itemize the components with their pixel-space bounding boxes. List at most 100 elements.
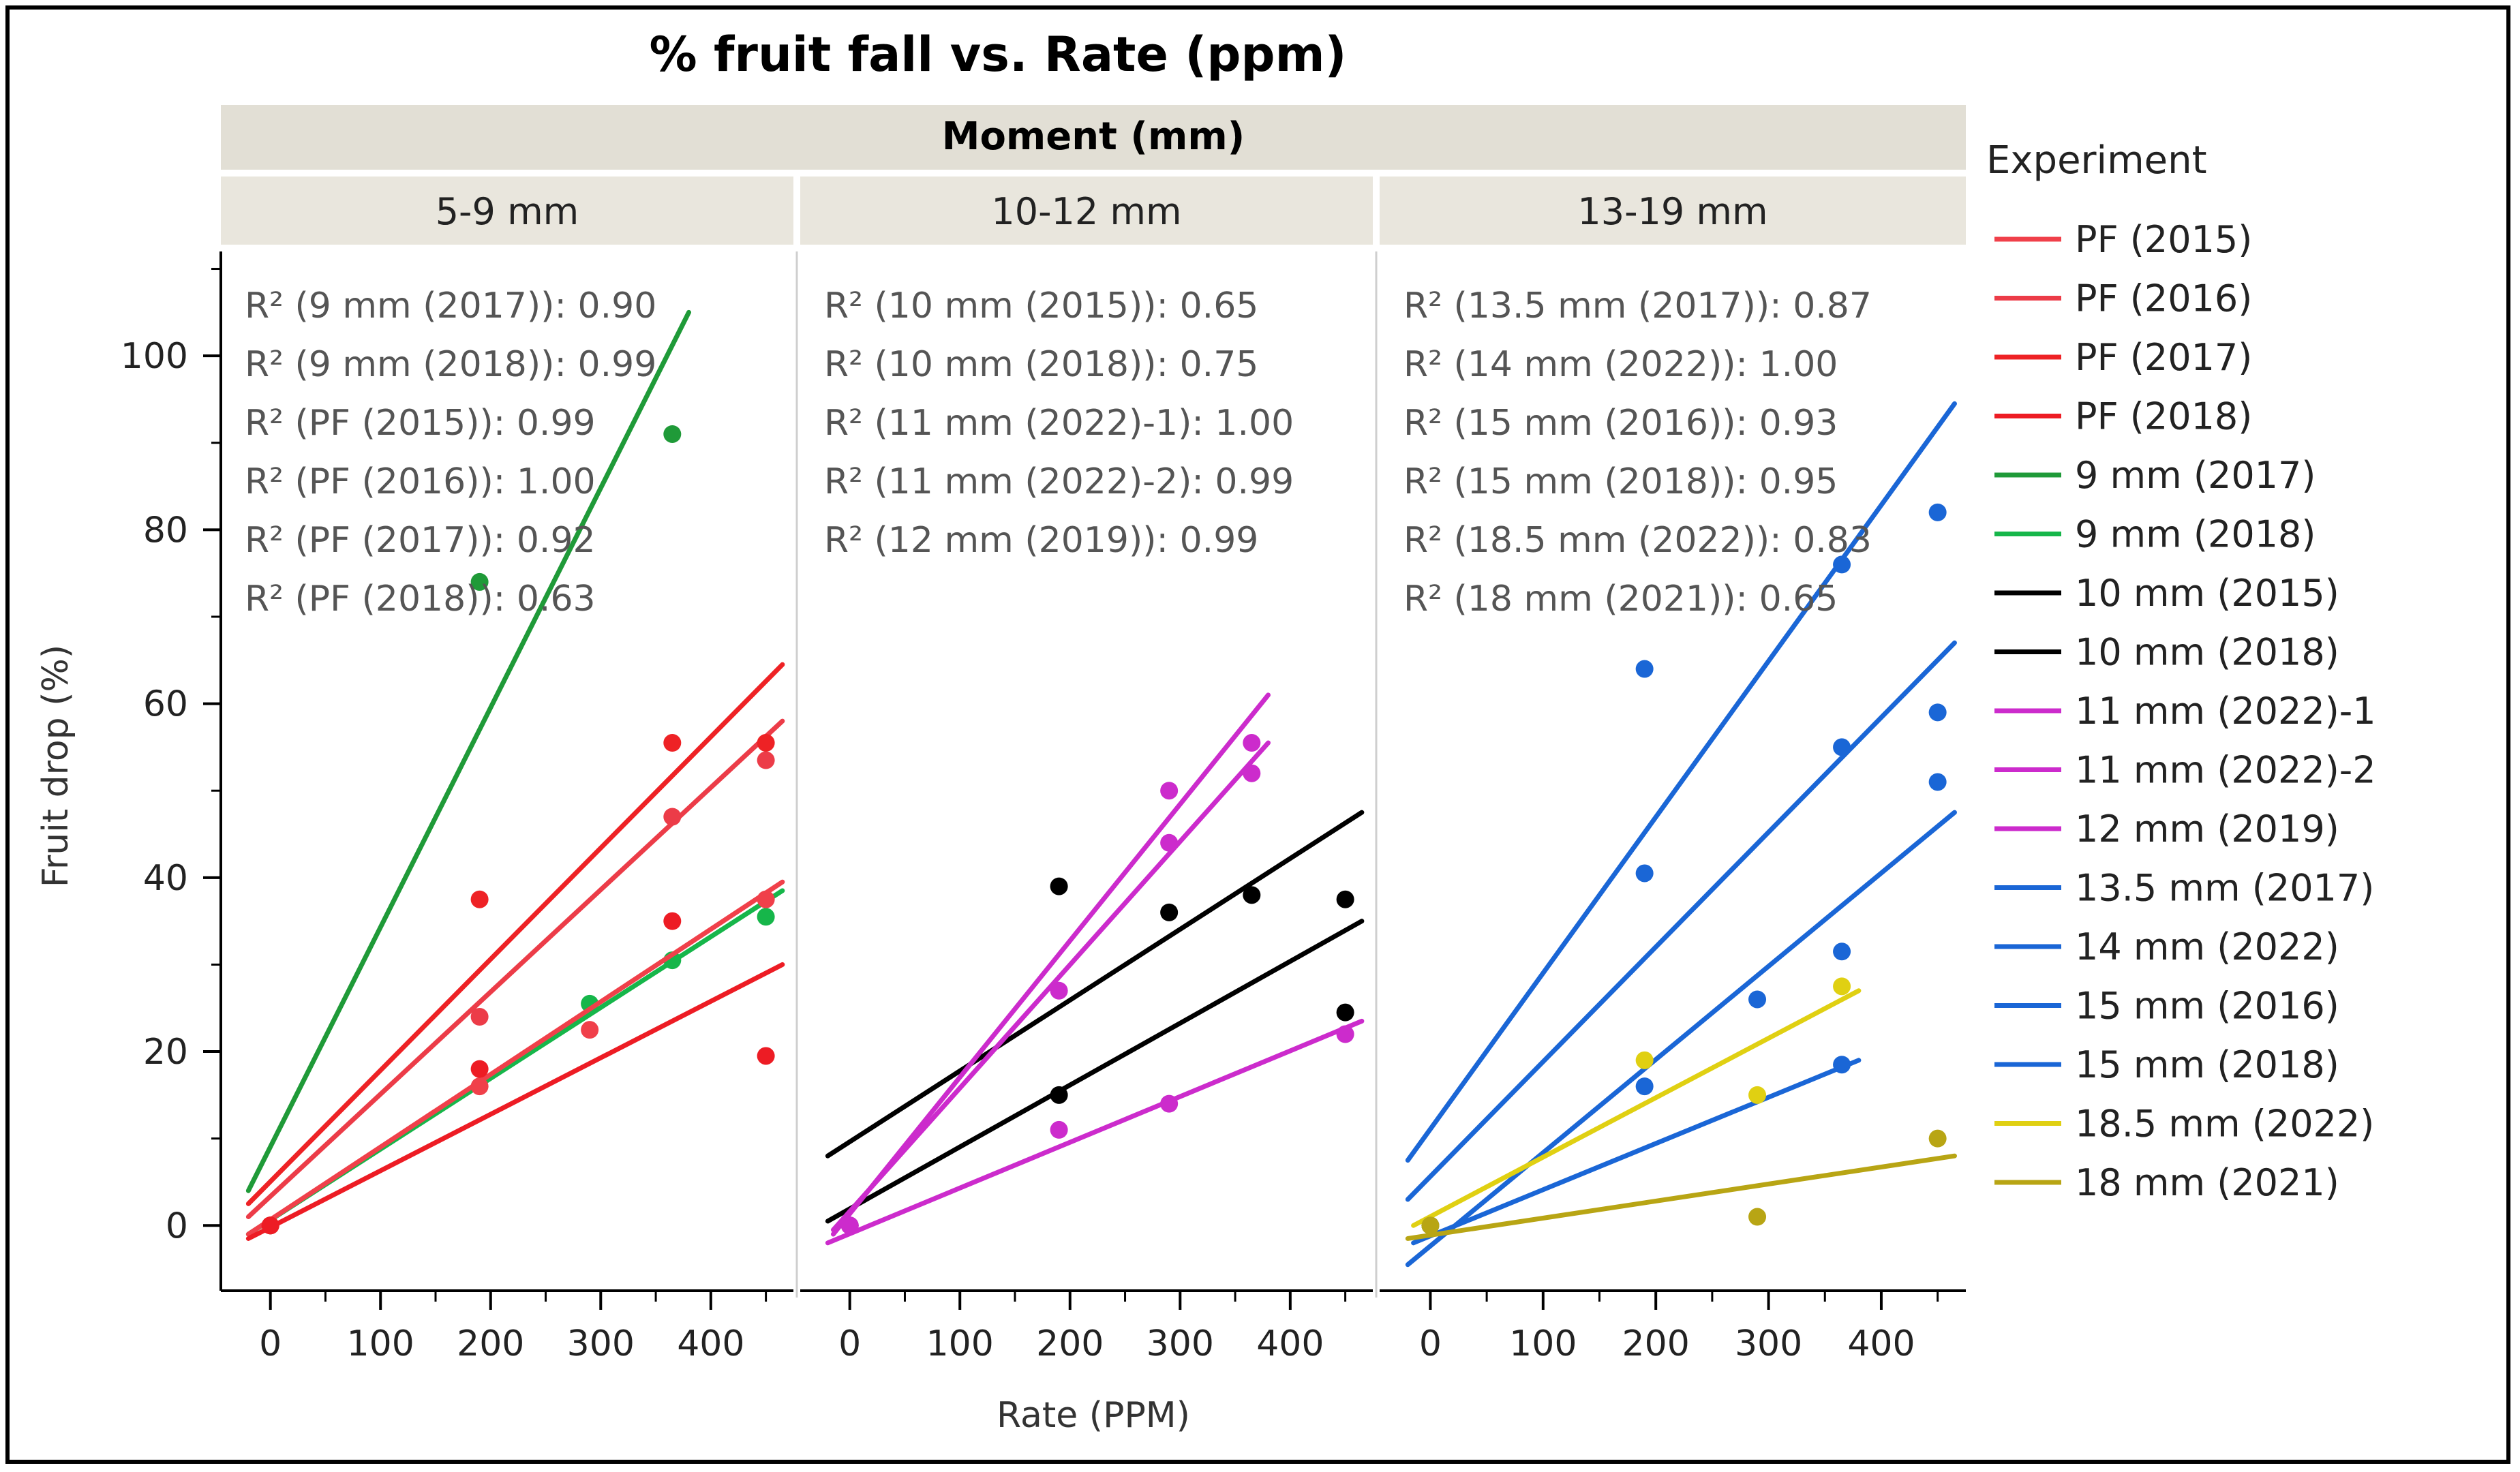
data-point [1833,555,1851,574]
data-point [1928,773,1947,791]
r2-annotation: R² (10 mm (2015)): 0.65 [824,286,1258,326]
x-axis-title: Rate (PPM) [997,1395,1190,1436]
data-point [470,1060,489,1078]
data-point [1833,1056,1851,1074]
x-tick-label: 400 [1256,1323,1324,1364]
data-point [1050,981,1068,1000]
r2-annotation: R² (9 mm (2018)): 0.99 [245,344,656,385]
data-point [1243,734,1261,752]
x-tick-label: 200 [457,1323,524,1364]
data-point [1160,903,1179,921]
data-point [261,1216,279,1235]
fit-line [245,662,785,1206]
y-tick-label: 20 [143,1032,188,1073]
data-point [1635,1051,1654,1069]
r2-annotation: R² (9 mm (2017)): 0.90 [245,286,656,326]
x-tick-label: 0 [259,1323,282,1364]
data-point [1928,703,1947,722]
fit-line [245,962,785,1241]
legend-label: 10 mm (2018) [2075,631,2339,674]
legend-label: PF (2018) [2075,395,2252,438]
legend-label: 13.5 mm (2017) [2075,867,2374,910]
data-point [470,572,489,591]
data-point [1160,833,1179,852]
legend-label: PF (2016) [2075,277,2252,320]
data-point [1050,1086,1068,1104]
panel-header-bg [1380,177,1966,245]
legend-label: 18 mm (2021) [2075,1161,2339,1204]
x-tick-label: 300 [1147,1323,1214,1364]
x-tick-label: 300 [567,1323,635,1364]
data-point [757,908,775,926]
r2-annotation: R² (11 mm (2022)-2): 0.99 [824,461,1294,502]
chart-frame: % fruit fall vs. Rate (ppm) Moment (mm) … [5,5,2510,1464]
legend-label: 9 mm (2018) [2075,513,2316,556]
panel-header-bg [221,177,793,245]
fit-line [1405,640,1957,1202]
y-tick-label: 0 [166,1206,188,1246]
data-point [1833,977,1851,996]
data-point [581,1021,599,1039]
data-point [1833,942,1851,961]
data-point [663,425,682,443]
r2-annotation: R² (15 mm (2018)): 0.95 [1403,461,1838,502]
data-point [757,890,775,908]
y-tick-label: 60 [143,684,188,725]
data-point [470,1077,489,1096]
data-point [1050,1120,1068,1139]
y-tick-label: 80 [143,510,188,551]
data-point [1748,1208,1767,1226]
data-point [1635,660,1654,678]
x-tick-label: 200 [1622,1323,1690,1364]
fit-line [825,810,1365,1159]
data-point [757,734,775,752]
fit-line [1411,988,1862,1228]
legend-label: 18.5 mm (2022) [2075,1103,2374,1146]
x-tick-label: 200 [1036,1323,1104,1364]
legend-title: Experiment [1986,138,2207,183]
x-tick-label: 400 [1847,1323,1915,1364]
legend-label: 15 mm (2016) [2075,985,2339,1028]
fit-line [830,692,1271,1237]
chart-svg: % fruit fall vs. Rate (ppm) Moment (mm) … [35,27,2376,1436]
x-tick-label: 0 [1419,1323,1442,1364]
data-point [470,890,489,908]
legend-label: 11 mm (2022)-1 [2075,690,2376,733]
r2-annotation: R² (12 mm (2019)): 0.99 [824,520,1258,561]
r2-annotation: R² (18 mm (2021)): 0.65 [1403,579,1838,619]
legend-label: PF (2015) [2075,218,2252,261]
y-axis-title: Fruit drop (%) [35,645,76,887]
data-point [1160,782,1179,800]
data-point [1928,503,1947,521]
data-point [1421,1216,1440,1235]
x-axis: 0 100 200 300 400 0 100 200 300 400 0 100 200 300 400 [221,1289,1966,1364]
data-point [1635,1077,1654,1096]
data-point [840,1216,859,1235]
fit-line [825,1018,1365,1246]
data-point [1748,990,1767,1009]
data-point [1243,764,1261,782]
y-tick-label: 40 [143,858,188,899]
fit-line [245,879,785,1237]
r2-annotation: R² (13.5 mm (2017)): 0.87 [1403,286,1872,326]
r2-annotation: R² (10 mm (2018)): 0.75 [824,344,1258,385]
r2-annotation: R² (11 mm (2022)-1): 1.00 [824,403,1294,444]
x-tick-label: 0 [838,1323,861,1364]
data-point [663,734,682,752]
group-header-bg [221,105,1966,170]
data-point [470,1008,489,1026]
r2-annotation: R² (14 mm (2022)): 1.00 [1403,344,1838,385]
legend: Experiment PF (2015) PF (2016) PF (2017) PF… [1986,138,2376,1204]
x-tick-label: 100 [347,1323,414,1364]
r2-annotation: R² (18.5 mm (2022)): 0.83 [1403,520,1872,561]
legend-label: 15 mm (2018) [2075,1043,2339,1086]
x-tick-label: 300 [1735,1323,1802,1364]
y-axis: 0 20 40 60 80 100 [121,251,222,1291]
data-point [1635,864,1654,883]
panel-header-label: 13-19 mm [1577,190,1767,233]
data-point [1748,1086,1767,1104]
fit-line [245,718,785,1220]
legend-label: PF (2017) [2075,336,2252,379]
r2-annotation: R² (PF (2016)): 1.00 [245,461,596,502]
data-point [1833,738,1851,756]
